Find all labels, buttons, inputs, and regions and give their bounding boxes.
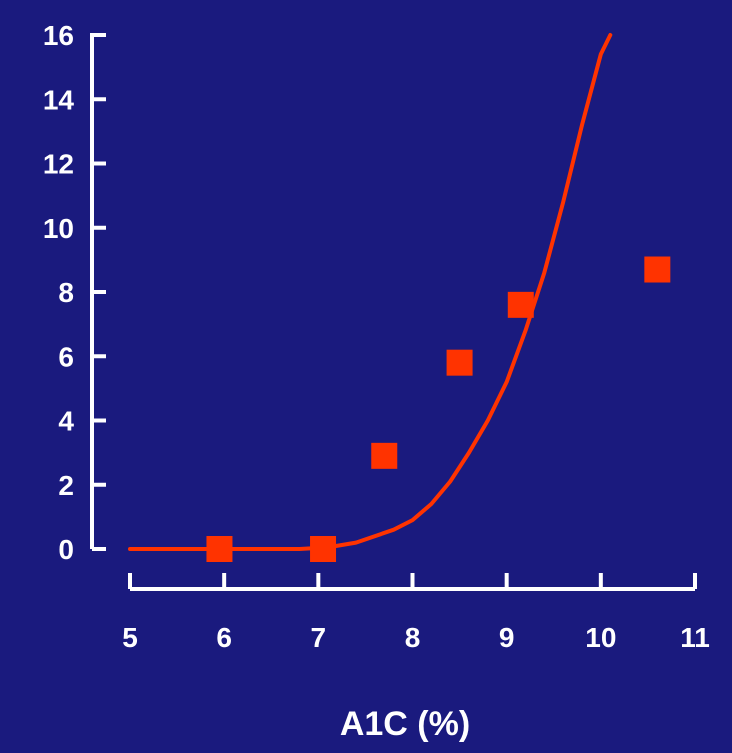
y-tick-label: 4 <box>58 406 74 437</box>
x-tick-label: 10 <box>585 622 616 653</box>
y-tick-label: 12 <box>43 149 74 180</box>
data-point-square <box>206 536 233 562</box>
y-tick-label: 0 <box>58 534 74 565</box>
x-tick-label: 8 <box>405 622 421 653</box>
x-tick-labels: 5 6 7 8 9 10 11 <box>122 622 710 653</box>
y-tick-label: 16 <box>43 20 74 51</box>
x-axis <box>128 573 697 591</box>
y-tick-label: 8 <box>58 277 74 308</box>
data-point-square <box>310 536 337 562</box>
x-axis-title: A1C (%) <box>340 705 470 743</box>
y-tick-label: 2 <box>58 470 74 501</box>
y-tick-label: 6 <box>58 341 74 372</box>
y-tick-labels: 0 2 4 6 8 10 12 14 16 <box>43 20 75 565</box>
x-tick-label: 11 <box>680 622 710 653</box>
data-point-square <box>371 442 398 469</box>
y-tick-label: 14 <box>43 84 75 115</box>
data-point-square <box>446 349 473 376</box>
x-tick-label: 5 <box>122 622 138 653</box>
data-point-square <box>644 256 671 283</box>
y-axis <box>90 33 106 551</box>
x-tick-label: 7 <box>311 622 327 653</box>
x-tick-label: 6 <box>216 622 232 653</box>
x-tick-label: 9 <box>499 622 515 653</box>
y-tick-label: 10 <box>43 213 74 244</box>
data-points <box>206 256 671 562</box>
data-point-square <box>507 291 534 318</box>
